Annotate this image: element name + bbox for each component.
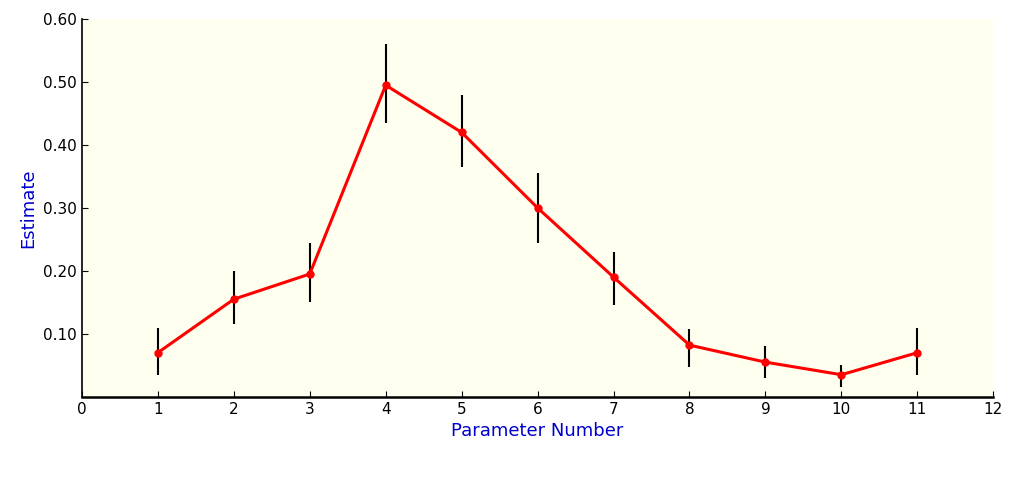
Y-axis label: Estimate: Estimate: [19, 168, 38, 248]
X-axis label: Parameter Number: Parameter Number: [452, 422, 624, 440]
